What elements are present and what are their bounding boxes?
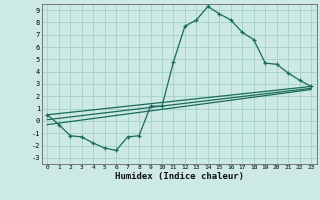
X-axis label: Humidex (Indice chaleur): Humidex (Indice chaleur) <box>115 172 244 181</box>
